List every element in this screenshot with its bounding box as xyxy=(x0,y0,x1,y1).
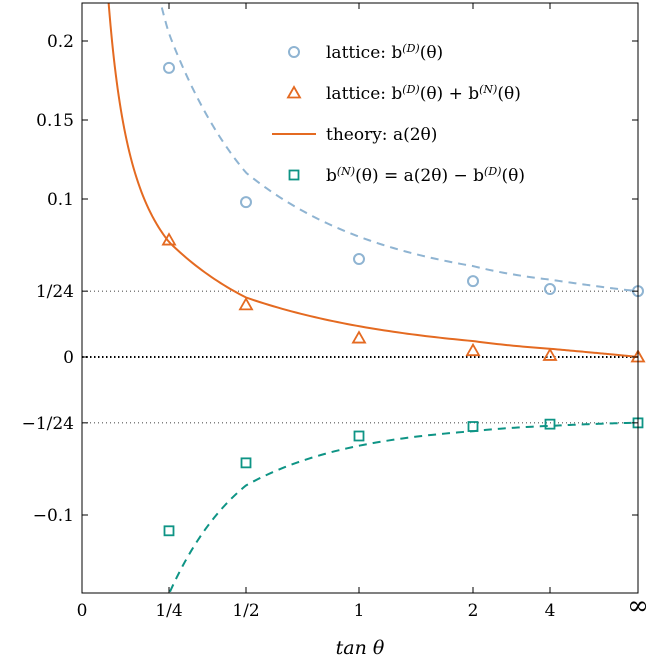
theory-curve xyxy=(107,3,638,358)
y-tick-label: 0.2 xyxy=(47,32,74,52)
series-0-point-0 xyxy=(163,61,175,74)
legend-label: theory: a(2θ) xyxy=(326,125,437,145)
series-3-point-0 xyxy=(163,525,175,537)
x-tick-label: 1 xyxy=(354,601,365,621)
series-1-point-4 xyxy=(542,347,558,361)
y-tick-label: 0.15 xyxy=(36,111,74,131)
y-tick-label: 0.1 xyxy=(47,190,74,210)
y-tick-label: 1/24 xyxy=(36,282,74,302)
series-3-point-4 xyxy=(544,418,556,430)
legend-item-1: lattice: b(D)(θ) + b(N)(θ) xyxy=(286,83,521,105)
ticks: 0 1/4 1/2 1 2 4 ∞ 0.2 0.15 0.1 1/24 0 −1/24 −0.1 xyxy=(22,3,647,621)
y-tick-label: 0 xyxy=(63,348,74,368)
neumann-dashed-curve xyxy=(168,421,638,593)
legend-swatch-triangle xyxy=(286,85,302,99)
legend-label: b(N)(θ) = a(2θ) − b(D)(θ) xyxy=(326,165,525,187)
plot-frame xyxy=(81,2,639,594)
series-1-point-1 xyxy=(238,297,254,311)
reference-lines xyxy=(82,290,638,424)
series-1-point-2 xyxy=(351,330,367,344)
legend-item-0: lattice: b(D)(θ) xyxy=(288,42,443,64)
x-tick-label: 0 xyxy=(77,601,88,621)
legend-item-3: b(N)(θ) = a(2θ) − b(D)(θ) xyxy=(288,165,525,187)
series-0-point-3 xyxy=(467,275,479,288)
legend: lattice: b(D)(θ) lattice: b(D)(θ) + b(N)(… xyxy=(272,42,525,187)
curves xyxy=(107,3,638,593)
y-tick-label: −1/24 xyxy=(22,414,74,434)
series-3-point-2 xyxy=(353,430,365,442)
y-tick-label: −0.1 xyxy=(33,506,74,526)
series-3-point-3 xyxy=(467,421,479,432)
legend-item-2: theory: a(2θ) xyxy=(272,125,437,145)
series-0-point-1 xyxy=(240,196,252,209)
x-tick-label: 1/2 xyxy=(232,601,259,621)
dirichlet-dashed-curve xyxy=(159,3,638,293)
series-0-point-2 xyxy=(353,253,365,266)
x-axis-label: tan θ xyxy=(336,637,385,659)
legend-swatch-circle xyxy=(288,46,300,58)
legend-swatch-square xyxy=(288,169,300,181)
x-tick-label: ∞ xyxy=(627,591,647,621)
series-3-point-1 xyxy=(240,457,252,469)
series-1-point-3 xyxy=(465,342,481,357)
series-0-point-4 xyxy=(544,283,556,296)
x-tick-label: 4 xyxy=(545,601,556,621)
x-tick-label: 1/4 xyxy=(155,601,182,621)
series-1-point-0 xyxy=(161,232,177,246)
x-tick-label: 2 xyxy=(468,601,479,621)
legend-label: lattice: b(D)(θ) + b(N)(θ) xyxy=(326,83,521,105)
legend-label: lattice: b(D)(θ) xyxy=(326,42,443,64)
